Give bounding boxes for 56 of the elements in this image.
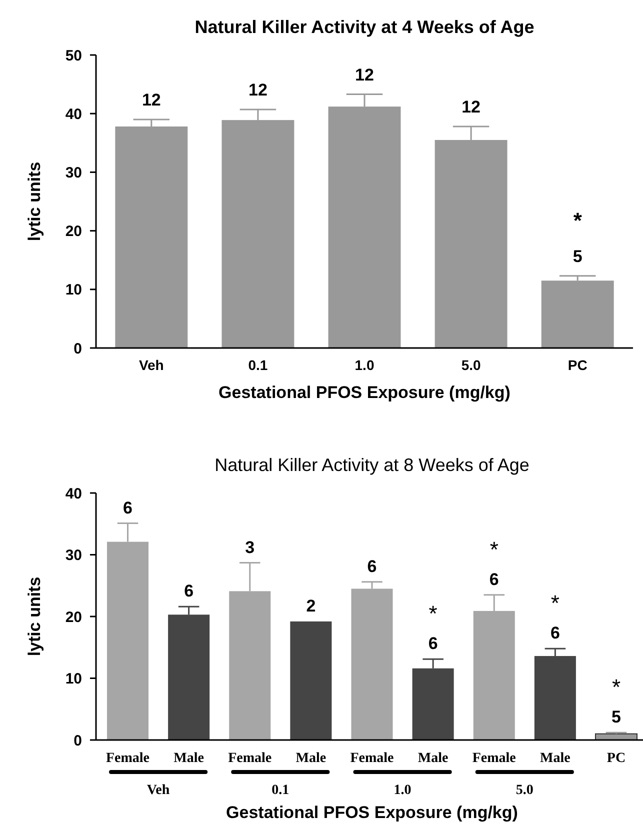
annotation: * — [612, 674, 621, 700]
y-tick-label: 40 — [65, 485, 82, 502]
annotation: 6 — [184, 582, 194, 601]
annotation: 6 — [123, 498, 132, 518]
y-tick-label: 40 — [65, 106, 82, 123]
y-tick-label: 30 — [65, 547, 82, 564]
annotation: 12 — [462, 97, 481, 116]
y-tick-label: 50 — [65, 47, 82, 64]
y-axis-title: lytic units — [25, 162, 44, 242]
x-tick-label: Male — [296, 751, 326, 766]
text: 0.1 — [272, 783, 290, 798]
x-tick-label: PC — [568, 357, 588, 373]
y-tick-label: 0 — [74, 340, 82, 358]
annotation: * — [573, 208, 582, 233]
x-tick-label: Female — [350, 751, 394, 766]
y-tick-label: 0 — [74, 732, 82, 750]
x-tick-label: 1.0 — [354, 357, 374, 373]
bar — [541, 280, 614, 348]
x-tick-label: Male — [174, 751, 204, 766]
bar — [290, 621, 332, 740]
x-axis-title: Gestational PFOS Exposure (mg/kg) — [218, 383, 510, 402]
chart-title: Natural Killer Activity at 4 Weeks of Age — [194, 17, 534, 37]
text: 1.0 — [394, 783, 412, 798]
y-tick-label: 20 — [65, 608, 82, 626]
annotation: 5 — [572, 246, 582, 266]
text: Veh — [146, 783, 170, 798]
x-axis-title: Gestational PFOS Exposure (mg/kg) — [226, 803, 518, 822]
x-tick-label: 0.1 — [248, 357, 268, 373]
x-tick-label: Female — [106, 751, 150, 766]
annotation: * — [550, 590, 560, 616]
chart-title: Natural Killer Activity at 8 Weeks of Age — [214, 455, 530, 475]
annotation: * — [490, 536, 499, 562]
y-tick-label: 10 — [65, 282, 82, 299]
annotation: * — [428, 601, 438, 626]
annotation: 12 — [248, 80, 268, 100]
x-tick-label: Male — [540, 751, 570, 766]
y-tick-label: 20 — [65, 223, 82, 240]
text: 5.0 — [516, 783, 534, 798]
x-tick-label: Female — [228, 751, 272, 766]
annotation: 3 — [245, 538, 255, 557]
x-tick-label: PC — [606, 751, 626, 766]
x-tick-label: Veh — [138, 357, 164, 373]
annotation: 6 — [367, 556, 377, 576]
annotation: 12 — [142, 90, 161, 110]
y-axis-title: lytic units — [25, 576, 44, 656]
y-tick-label: 10 — [65, 670, 82, 688]
annotation: 6 — [428, 634, 438, 654]
y-tick-label: 30 — [65, 164, 82, 182]
annotation: 2 — [306, 596, 316, 616]
x-tick-label: Male — [418, 751, 448, 766]
x-tick-label: 5.0 — [461, 357, 481, 373]
annotation: 6 — [489, 570, 499, 589]
annotation: 12 — [355, 65, 374, 84]
x-tick-label: Female — [472, 751, 516, 766]
annotation: 5 — [612, 708, 621, 727]
annotation: 6 — [550, 624, 560, 643]
